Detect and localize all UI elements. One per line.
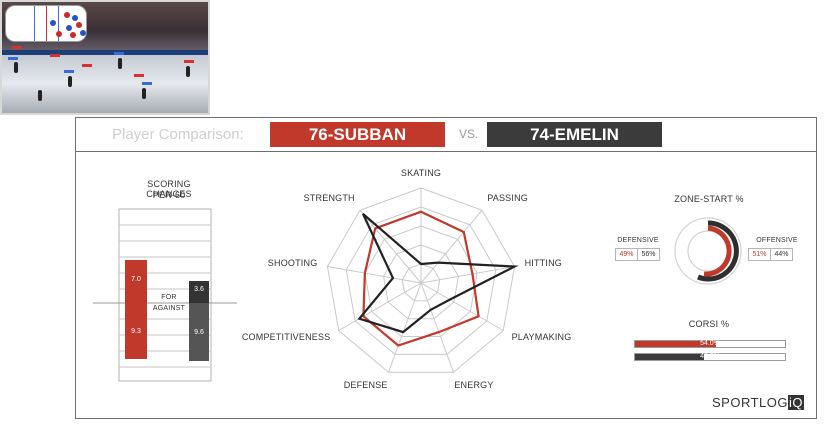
for-label: FOR (161, 294, 177, 301)
skater (14, 62, 18, 73)
gauge-outer-ring (674, 217, 742, 285)
p2-for-bar (189, 281, 209, 303)
radar-axis-label: DEFENSE (343, 379, 388, 390)
radar-spoke (327, 266, 422, 284)
rink-boards (2, 50, 208, 55)
player-dot (56, 31, 62, 37)
player-dot (64, 12, 70, 18)
p2-against-value: 9.6 (194, 329, 204, 336)
red-line (46, 6, 47, 41)
p1-corsi-value: 54.0% (700, 340, 720, 347)
skater (142, 88, 146, 99)
p1-corsi-bar: 54.0% (634, 340, 786, 348)
p1-corsi-fill (635, 341, 716, 347)
panel-title: Player Comparison: (112, 126, 244, 143)
p1-for-value: 7.0 (131, 276, 141, 283)
radar-axis-label: SHOOTING (267, 258, 318, 269)
radar-spoke (388, 282, 422, 373)
skater (68, 76, 72, 87)
player-tag (50, 54, 60, 57)
radar-axis-label: COMPETITIVENESS (241, 331, 331, 342)
p2-corsi-fill (635, 354, 705, 360)
p2-corsi-bar: 46.2% (634, 353, 786, 361)
p2-offensive-value: 44% (774, 251, 789, 258)
radar-spoke (338, 282, 422, 331)
defensive-label: DEFENSIVE (617, 237, 659, 244)
p1-for-bar (125, 260, 147, 303)
p2-for-value: 3.6 (194, 286, 204, 293)
player-dot (66, 25, 72, 31)
video-thumbnail[interactable] (0, 0, 210, 115)
radar-ring (345, 206, 497, 355)
radar-spoke (420, 266, 515, 284)
skater (186, 66, 190, 77)
radar-axis-label: PASSING (487, 193, 528, 204)
scoring-chances-chart (93, 208, 237, 382)
blue-line (34, 6, 35, 41)
blue-line (58, 6, 59, 41)
p2-offensive-arc (697, 220, 739, 282)
skater (38, 90, 42, 101)
player1-radar-polygon (362, 210, 480, 347)
radar-axis-label: ENERGY (454, 379, 494, 390)
player-tag (184, 60, 194, 63)
player-tag (8, 57, 18, 60)
scoring-chances-title: SCORING CHANCES (146, 179, 192, 199)
brand-iq: iQ (788, 395, 804, 410)
p2-against-bar (189, 303, 209, 361)
comparison-panel: Player Comparison: 76-SUBBAN VS. 74-EMEL… (75, 117, 817, 419)
ice-surface (2, 50, 208, 113)
radar-axis-label: SKATING (400, 167, 442, 178)
player-tag (64, 70, 74, 73)
radar-spoke (420, 282, 504, 331)
offensive-label: OFFENSIVE (756, 237, 798, 244)
defensive-values: 49% 56% (615, 248, 660, 261)
zone-start-gauge (674, 217, 742, 285)
offensive-values: 51% 44% (748, 248, 793, 261)
radar-spoke (359, 209, 422, 284)
p1-against-value: 9.3 (131, 328, 141, 335)
radar-grid (326, 187, 516, 373)
scoring-chances-subtitle: PER-60 (152, 190, 186, 200)
radar-chart (326, 187, 519, 373)
radar-spoke (420, 209, 483, 284)
radar-axis-label: HITTING (524, 258, 562, 269)
p1-offensive-arc (703, 225, 732, 277)
player-dot (72, 15, 78, 21)
player2-name[interactable]: 74-EMELIN (487, 122, 662, 147)
p1-offensive-value: 51% (749, 249, 771, 260)
player-dot (80, 30, 86, 36)
player-tag (142, 82, 152, 85)
radar-ring (364, 225, 478, 338)
against-label: AGAINST (152, 305, 186, 312)
player1-name[interactable]: 76-SUBBAN (270, 122, 445, 147)
player2-radar-polygon (357, 213, 519, 334)
radar-axis-label: PLAYMAKING (511, 331, 572, 342)
p1-against-bar (125, 303, 147, 359)
skater (118, 58, 122, 69)
p1-defensive-value: 49% (616, 249, 638, 260)
player-tag (82, 64, 92, 67)
comparison-header: Player Comparison: 76-SUBBAN VS. 74-EMEL… (76, 118, 816, 152)
player-tag (12, 46, 22, 49)
player-tag (134, 74, 144, 77)
p2-defensive-value: 56% (641, 251, 656, 258)
corsi-title: CORSI % (688, 319, 730, 329)
player-dot (70, 32, 76, 38)
vs-label: VS. (459, 127, 479, 141)
sportlogiq-logo: SPORTLOGiQ (712, 395, 804, 410)
radar-axis-label: STRENGTH (303, 193, 355, 204)
radar-ring (401, 263, 441, 302)
player-dot (50, 20, 56, 26)
player-tag (114, 52, 124, 55)
zone-start-title: ZONE-START % (674, 194, 744, 204)
radar-ring (326, 187, 516, 373)
player-dot (76, 22, 82, 28)
p2-corsi-value: 46.2% (700, 353, 720, 360)
mini-rink-map (5, 5, 87, 42)
brand-text: SPORTLOG (711, 395, 788, 410)
radar-spoke (420, 282, 454, 373)
